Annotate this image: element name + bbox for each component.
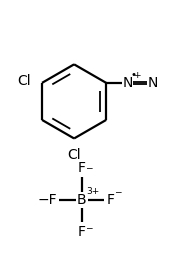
- Text: −: −: [85, 164, 93, 173]
- Text: −F: −F: [37, 193, 57, 207]
- Text: F: F: [107, 193, 115, 207]
- Text: B: B: [77, 193, 87, 207]
- Text: 3+: 3+: [87, 187, 100, 196]
- Text: F: F: [78, 161, 86, 175]
- Text: +: +: [133, 71, 141, 80]
- Text: F: F: [78, 225, 86, 239]
- Text: −: −: [85, 223, 93, 232]
- Text: N: N: [148, 76, 159, 90]
- Text: Cl: Cl: [67, 148, 81, 162]
- Text: −: −: [114, 187, 121, 196]
- Text: N: N: [123, 76, 133, 90]
- Text: Cl: Cl: [18, 74, 31, 88]
- Text: •: •: [131, 70, 136, 80]
